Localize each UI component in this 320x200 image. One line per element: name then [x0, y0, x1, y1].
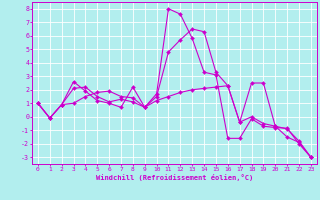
X-axis label: Windchill (Refroidissement éolien,°C): Windchill (Refroidissement éolien,°C): [96, 174, 253, 181]
